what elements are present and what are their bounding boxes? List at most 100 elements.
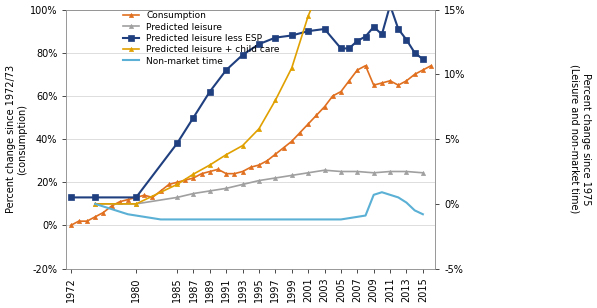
Non-market time [378,190,386,194]
Predicted leisure less ESP [91,196,99,199]
Non-market time [91,202,99,206]
Predicted leisure + child care [256,127,263,131]
Predicted leisure [239,183,246,186]
Predicted leisure [386,170,393,173]
Predicted leisure [403,170,410,173]
Predicted leisure [304,171,312,175]
Non-market time [181,217,189,221]
Line: Predicted leisure: Predicted leisure [93,168,425,206]
Non-market time [386,193,393,197]
Consumption [174,180,181,184]
Consumption [133,196,140,199]
Predicted leisure less ESP [304,29,312,33]
Non-market time [321,217,328,221]
Consumption [231,172,238,176]
Predicted leisure less ESP [272,36,279,39]
Consumption [124,198,131,201]
Predicted leisure + child care [304,14,312,18]
Predicted leisure less ESP [223,68,230,72]
Non-market time [157,217,164,221]
Non-market time [362,214,369,217]
Predicted leisure less ESP [337,47,344,50]
Predicted leisure [91,202,99,206]
Consumption [403,79,410,83]
Y-axis label: Percent change since 1975
(Leisure and non-market time): Percent change since 1975 (Leisure and n… [570,64,592,214]
Non-market time [288,217,296,221]
Predicted leisure + child care [206,163,213,167]
Predicted leisure less ESP [174,142,181,145]
Consumption [419,68,426,72]
Consumption [395,83,402,87]
Predicted leisure + child care [190,172,197,176]
Consumption [116,200,124,204]
Non-market time [108,207,115,211]
Predicted leisure less ESP [256,42,263,46]
Non-market time [296,217,303,221]
Legend: Consumption, Predicted leisure, Predicted leisure less ESP, Predicted leisure + : Consumption, Predicted leisure, Predicte… [122,11,279,66]
Consumption [321,105,328,109]
Consumption [108,204,115,208]
Predicted leisure [223,187,230,190]
Predicted leisure less ESP [354,39,361,43]
Predicted leisure + child care [133,202,140,206]
Predicted leisure [133,202,140,206]
Consumption [280,146,287,150]
Non-market time [149,216,156,220]
Consumption [165,183,173,186]
Non-market time [403,201,410,205]
Consumption [272,152,279,156]
Predicted leisure + child care [223,153,230,156]
Predicted leisure + child care [91,202,99,206]
Predicted leisure [190,192,197,195]
Predicted leisure [354,170,361,173]
Non-market time [124,213,131,216]
Predicted leisure less ESP [133,196,140,199]
Non-market time [313,217,320,221]
Consumption [264,159,271,163]
Predicted leisure less ESP [346,47,353,50]
Consumption [181,178,189,182]
Non-market time [304,217,312,221]
Predicted leisure less ESP [386,3,393,7]
Predicted leisure + child care [288,66,296,70]
Non-market time [116,210,124,213]
Consumption [190,176,197,180]
Consumption [214,168,221,171]
Consumption [288,140,296,143]
Non-market time [370,193,377,197]
Consumption [239,170,246,173]
Consumption [141,193,148,197]
Consumption [157,189,164,193]
Consumption [386,79,393,83]
Consumption [256,163,263,167]
Consumption [206,170,213,173]
Non-market time [133,214,140,217]
Predicted leisure less ESP [206,90,213,93]
Consumption [247,165,254,169]
Non-market time [411,209,418,212]
Consumption [67,224,74,227]
Consumption [304,122,312,126]
Non-market time [165,217,173,221]
Predicted leisure [370,171,377,175]
Predicted leisure less ESP [321,27,328,31]
Predicted leisure less ESP [190,116,197,120]
Non-market time [141,215,148,219]
Non-market time [206,217,213,221]
Line: Non-market time: Non-market time [95,192,423,219]
Predicted leisure less ESP [370,25,377,29]
Predicted leisure less ESP [362,35,369,38]
Consumption [362,64,369,67]
Predicted leisure + child care [239,144,246,148]
Consumption [354,68,361,72]
Non-market time [223,217,230,221]
Predicted leisure less ESP [378,33,386,36]
Consumption [149,196,156,199]
Consumption [223,172,230,176]
Consumption [296,131,303,135]
Predicted leisure [256,179,263,182]
Line: Predicted leisure less ESP: Predicted leisure less ESP [68,2,426,200]
Predicted leisure + child care [174,183,181,186]
Non-market time [346,216,353,220]
Consumption [84,219,91,223]
